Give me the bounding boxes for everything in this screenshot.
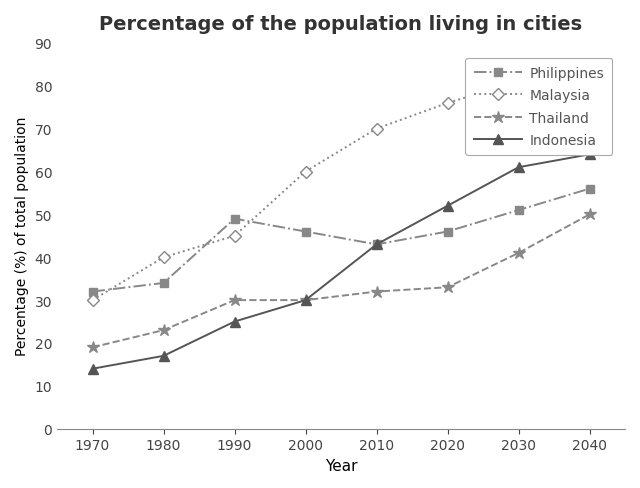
Y-axis label: Percentage (%) of total population: Percentage (%) of total population bbox=[15, 117, 29, 356]
Thailand bbox=[372, 289, 380, 295]
Malaysia bbox=[372, 126, 380, 132]
Indonesia bbox=[586, 152, 593, 158]
Philippines bbox=[586, 186, 593, 192]
X-axis label: Year: Year bbox=[324, 458, 357, 473]
Thailand bbox=[444, 285, 451, 290]
Indonesia bbox=[444, 203, 451, 209]
Philippines bbox=[301, 229, 309, 235]
Thailand bbox=[515, 250, 522, 256]
Line: Malaysia: Malaysia bbox=[88, 70, 594, 305]
Indonesia bbox=[372, 242, 380, 248]
Philippines bbox=[444, 229, 451, 235]
Indonesia bbox=[160, 353, 168, 359]
Malaysia bbox=[89, 298, 97, 304]
Thailand bbox=[89, 345, 97, 350]
Malaysia bbox=[230, 233, 238, 239]
Line: Indonesia: Indonesia bbox=[88, 150, 595, 374]
Title: Percentage of the population living in cities: Percentage of the population living in c… bbox=[99, 15, 582, 34]
Malaysia bbox=[444, 101, 451, 106]
Line: Philippines: Philippines bbox=[88, 185, 594, 296]
Thailand bbox=[301, 298, 309, 304]
Indonesia bbox=[230, 319, 238, 325]
Thailand bbox=[230, 298, 238, 304]
Malaysia bbox=[515, 80, 522, 85]
Thailand bbox=[586, 212, 593, 218]
Indonesia bbox=[515, 165, 522, 171]
Line: Thailand: Thailand bbox=[86, 209, 596, 354]
Philippines bbox=[515, 208, 522, 214]
Legend: Philippines, Malaysia, Thailand, Indonesia: Philippines, Malaysia, Thailand, Indones… bbox=[465, 59, 612, 156]
Philippines bbox=[89, 289, 97, 295]
Indonesia bbox=[301, 298, 309, 304]
Philippines bbox=[160, 281, 168, 286]
Thailand bbox=[160, 327, 168, 333]
Philippines bbox=[372, 242, 380, 248]
Malaysia bbox=[301, 169, 309, 175]
Malaysia bbox=[586, 71, 593, 77]
Indonesia bbox=[89, 366, 97, 372]
Malaysia bbox=[160, 255, 168, 261]
Philippines bbox=[230, 216, 238, 222]
